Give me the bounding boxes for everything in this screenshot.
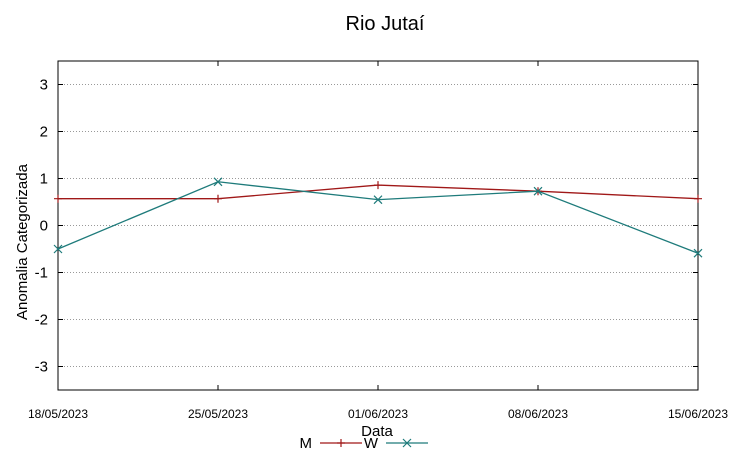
chart-title: Rio Jutaí — [346, 13, 425, 35]
x-axis-label: Data — [361, 423, 393, 440]
grid-lines — [58, 84, 698, 367]
legend-label-w: W — [364, 435, 379, 452]
x-tick-label: 08/06/2023 — [508, 407, 568, 421]
data-point-m — [374, 181, 382, 190]
data-point-w — [693, 248, 703, 258]
x-tick-label: 18/05/2023 — [28, 407, 88, 421]
y-tick-label: -2 — [35, 312, 48, 329]
data-point-m — [694, 194, 702, 203]
x-axis-ticks: 18/05/2023 25/05/2023 01/06/2023 08/06/2023… — [28, 61, 728, 421]
legend-marker-w — [402, 438, 412, 448]
data-point-w — [373, 195, 383, 205]
series-line-w — [57, 181, 699, 254]
series-w — [53, 177, 703, 258]
legend-label-m: M — [300, 435, 313, 452]
data-point-m — [54, 194, 62, 203]
data-point-m — [214, 194, 222, 203]
data-point-w — [533, 186, 543, 196]
series-group — [53, 177, 703, 258]
y-tick-label: 2 — [40, 124, 48, 141]
y-tick-label: 0 — [40, 218, 48, 235]
legend-marker-m — [337, 439, 345, 447]
y-axis-ticks: 3 2 1 0 -1 -2 -3 — [35, 77, 698, 376]
y-tick-label: 3 — [40, 77, 48, 94]
series-m — [54, 181, 702, 203]
x-tick-label: 01/06/2023 — [348, 407, 408, 421]
y-tick-label: -1 — [35, 265, 48, 282]
x-tick-label: 25/05/2023 — [188, 407, 248, 421]
y-tick-label: 1 — [40, 171, 48, 188]
data-point-w — [213, 177, 223, 187]
y-tick-label: -3 — [35, 359, 48, 376]
data-point-w — [53, 244, 63, 254]
y-axis-label: Anomalia Categorizada — [14, 163, 31, 320]
x-tick-label: 15/06/2023 — [668, 407, 728, 421]
